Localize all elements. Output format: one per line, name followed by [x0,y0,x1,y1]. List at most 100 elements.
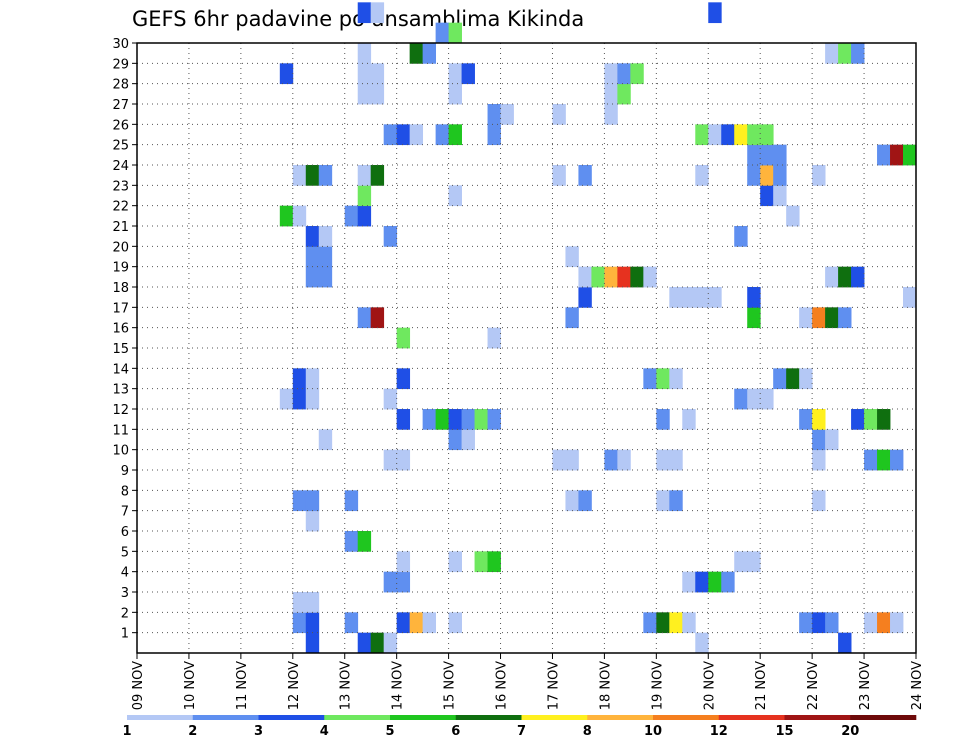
colorbar-segment [587,715,654,720]
cells-layer [279,2,917,654]
y-tick-label: 28 [112,78,129,93]
heatmap-cell [812,612,826,634]
heatmap-cell [604,449,618,471]
x-tick-label: 22 NOV [806,661,821,710]
heatmap-cell [344,205,359,227]
heatmap-cell [643,612,657,634]
heatmap-cell [578,266,592,288]
heatmap-cell [773,368,787,390]
y-tick-label: 14 [112,362,129,377]
y-axis: 1234567891011121314151617181920212223242… [112,37,137,642]
heatmap-cell [682,287,696,308]
heatmap-cell [799,368,813,390]
x-tick-label: 20 NOV [702,661,717,710]
heatmap-cell [864,612,878,634]
y-tick-label: 21 [112,220,129,235]
heatmap-cell [305,368,320,390]
heatmap-cell [786,368,800,390]
heatmap-cell [812,429,826,451]
y-tick-label: 8 [121,484,129,499]
y-tick-label: 3 [121,586,129,601]
heatmap-cell [565,307,579,329]
heatmap-cell [305,165,320,186]
y-tick-label: 18 [112,281,129,296]
y-tick-label: 11 [112,423,129,438]
heatmap-cell [604,104,618,125]
heatmap-cell [357,2,372,24]
heatmap-cell [760,185,774,207]
heatmap-cell [448,612,462,634]
heatmap-cell [487,124,501,146]
heatmap-cell [383,632,398,654]
heatmap-cell [305,510,320,532]
heatmap-cell [695,287,709,308]
heatmap-cell [708,124,722,146]
heatmap-cell [565,449,579,471]
colorbar-label: 12 [710,724,728,739]
heatmap-cell [396,409,411,430]
heatmap-cell [838,632,852,654]
heatmap-cell [617,449,631,471]
heatmap-cell [318,429,333,451]
heatmap-cell [292,388,307,410]
colorbar-label: 15 [775,724,793,739]
y-tick-label: 22 [112,200,129,215]
heatmap-cell [409,124,424,146]
x-axis: 09 NOV 10 NOV 11 NOV 12 NOV 13 NOV 14 NOV 15 N… [131,653,925,710]
x-tick-label: 16 NOV [495,661,510,710]
heatmap-cell [305,388,320,410]
heatmap-cell [552,104,566,125]
heatmap-cell [877,449,891,471]
heatmap-cell [695,571,709,593]
colorbar-segment [850,715,917,720]
heatmap-cell [877,409,891,430]
colorbar-segment [455,715,522,720]
heatmap-cell [825,612,839,634]
heatmap-cell [838,43,852,64]
heatmap-cell [461,409,475,430]
heatmap-cell [747,388,761,410]
heatmap-cell [357,185,372,207]
heatmap-cell [656,368,670,390]
heatmap-cell [370,83,385,105]
colorbar-segment [718,715,785,720]
heatmap-cell [708,287,722,308]
heatmap-cell [734,551,748,573]
heatmap-cell [396,551,411,573]
heatmap-cell [487,104,501,125]
x-tick-label: 10 NOV [183,661,198,710]
colorbar-segment [653,715,720,720]
heatmap-cell [903,287,917,308]
heatmap-cell [292,490,307,512]
heatmap-cell [760,144,774,166]
heatmap-cell [448,124,462,146]
heatmap-cell [812,165,826,186]
heatmap-cell [448,551,462,573]
heatmap-cell [305,266,320,288]
heatmap-cell [799,409,813,430]
heatmap-cell [812,307,826,329]
heatmap-cell [357,307,372,329]
heatmap-cell [799,307,813,329]
heatmap-cell [838,266,852,288]
heatmap-cell [877,612,891,634]
y-tick-label: 24 [112,159,129,174]
y-tick-label: 29 [112,57,129,72]
heatmap-cell [344,612,359,634]
heatmap-cell [747,307,761,329]
heatmap-cell [695,124,709,146]
heatmap-cell [604,63,618,85]
heatmap-cell [318,246,333,268]
x-tick-label: 14 NOV [391,661,406,710]
x-tick-label: 18 NOV [598,661,613,710]
y-tick-label: 23 [112,179,129,194]
heatmap-cell [357,531,372,552]
heatmap-cell [318,266,333,288]
x-tick-label: 23 NOV [858,661,873,710]
heatmap-cell [643,266,657,288]
heatmap-cell [721,124,735,146]
heatmap-cell [747,287,761,308]
y-tick-label: 17 [112,301,129,316]
heatmap-cell [448,63,462,85]
colorbar-label: 6 [451,724,460,739]
